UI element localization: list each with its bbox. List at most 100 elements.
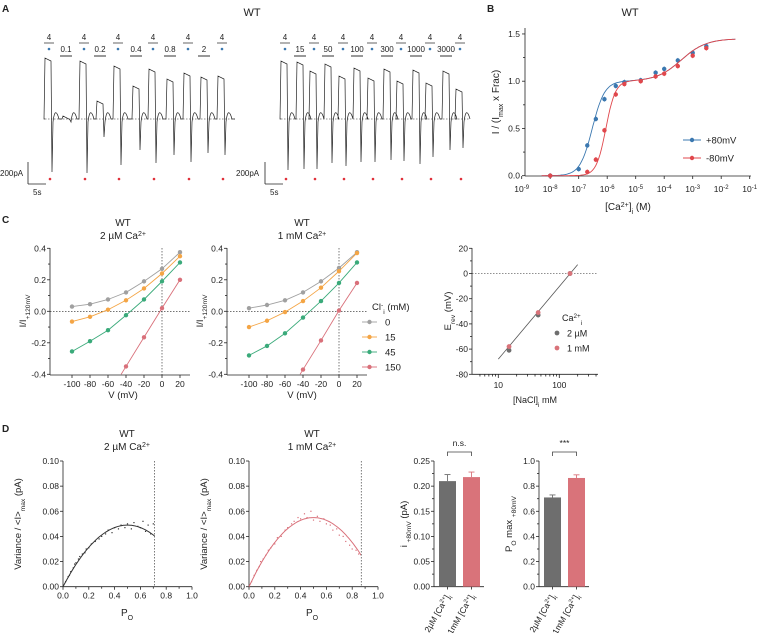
x-tick-label: 20 xyxy=(175,379,185,389)
data-point xyxy=(318,298,324,304)
tick-exponent: -4 xyxy=(666,185,672,191)
tick-exponent: -8 xyxy=(552,185,558,191)
y-axis-label-part: I / (I xyxy=(491,117,502,134)
panel-subtitle-part: 2 µM Ca xyxy=(104,442,142,453)
x-tick-label: 0.2 xyxy=(269,591,281,601)
y-tick-label: 0.10 xyxy=(413,531,430,541)
data-point xyxy=(69,319,75,324)
y-tick-label: 0.00 xyxy=(42,582,59,592)
y-axis-label: I / (Imax x Frac) xyxy=(491,70,505,134)
y-axis-label-part: max xyxy=(504,517,515,540)
legend-title-part: Cl xyxy=(372,302,381,313)
data-point xyxy=(653,74,658,79)
panel-c2-iv: WT1 mM Ca2+-0.4-0.20.00.20.4-100 -80 -60 -4… xyxy=(195,218,409,401)
data-point xyxy=(133,521,135,524)
y-tick-label: 1.5 xyxy=(508,29,520,39)
x-tick-label: 10-6 xyxy=(600,184,615,194)
x-tick-label: 0.0 xyxy=(243,591,255,601)
y-axis-label-part: I/I xyxy=(195,320,206,328)
panel-a-title: WT xyxy=(243,7,260,19)
x-tick-label: 10-2 xyxy=(714,184,729,194)
y-tick-label: 0.4 xyxy=(34,243,46,253)
x-tick-label: 0.2 xyxy=(83,591,95,601)
panel-title: WT xyxy=(119,429,135,440)
y-axis-label-part: (pA) xyxy=(13,478,24,499)
x-axis-label: PO xyxy=(306,608,319,622)
scale-current-label: 200pA xyxy=(236,169,260,178)
stimulus-marker-dot xyxy=(83,177,87,181)
tick-base: 10 xyxy=(685,184,695,194)
data-point xyxy=(123,364,129,369)
legend-marker xyxy=(367,364,372,370)
data-point xyxy=(87,314,93,320)
x-tick-label: 10-3 xyxy=(685,184,700,194)
data-point xyxy=(87,302,93,307)
y-tick-label: 0.2 xyxy=(211,275,223,285)
tick-base: 10 xyxy=(714,184,724,194)
scale-current-label: 200pA xyxy=(0,169,24,178)
data-point xyxy=(336,265,342,271)
x-axis-label-part: 2+ xyxy=(621,202,629,209)
data-point xyxy=(622,81,627,87)
legend-label: +80mV xyxy=(706,136,737,147)
y-axis-label-part: Variance / <I> xyxy=(13,511,24,570)
data-point xyxy=(355,549,357,551)
data-point xyxy=(297,516,299,519)
x-tick-label: 20 xyxy=(352,379,362,389)
tick-base: 10 xyxy=(628,184,638,194)
tick-exponent: -1 xyxy=(752,185,758,191)
control-dot xyxy=(82,47,86,51)
y-tick-label: 0.2 xyxy=(34,275,46,285)
data-point xyxy=(290,523,293,525)
data-point xyxy=(141,286,147,291)
category-label-part: 1mM [Ca xyxy=(550,601,576,633)
x-tick-label: 0 xyxy=(160,379,165,389)
y-axis-label: I/I+120mV xyxy=(195,294,209,327)
panel-subtitle: 1 mM Ca2+ xyxy=(278,231,327,243)
data-point xyxy=(282,331,288,336)
significance-bracket xyxy=(447,451,472,456)
data-point xyxy=(74,563,76,565)
panel-title: WT xyxy=(115,218,131,229)
y-tick-label: -20 xyxy=(456,294,469,304)
data-point xyxy=(246,305,252,311)
y-axis-label: PO max +80mV xyxy=(504,495,518,552)
tick-base: 10 xyxy=(543,184,553,194)
x-tick-label: -100 xyxy=(240,379,257,389)
x-tick-label: -60 xyxy=(279,379,292,389)
scale-time-label: 5s xyxy=(270,188,278,197)
test-concentration-label: 50 xyxy=(324,45,333,54)
legend-label: 1 mM xyxy=(567,344,590,354)
stimulus-marker-dot xyxy=(429,177,433,181)
data-point xyxy=(130,528,132,530)
panel-b-dose-response: WT0.00.51.01.510-9 10-8 10-7 10-6 10-5 10-4 10… xyxy=(491,7,758,216)
data-point xyxy=(593,116,599,122)
data-point xyxy=(159,271,165,276)
x-axis-label: V (mV) xyxy=(287,390,317,401)
y-axis-label: Variance / <I>max (pA) xyxy=(13,478,27,570)
tick-base: 10 xyxy=(742,184,752,194)
y-axis-label: Erev (mV) xyxy=(443,292,457,331)
data-point xyxy=(101,535,103,538)
data-point xyxy=(123,313,129,318)
category-label-part: i xyxy=(449,596,455,600)
data-point xyxy=(81,553,83,555)
x-tick-label: 10-7 xyxy=(571,184,586,194)
current-trace xyxy=(43,57,235,174)
tick-exponent: -7 xyxy=(581,185,587,191)
panel-c1-iv: WT 2 µM Ca2+ -0.4 -0.2 0.0 0.2 0.4 -100 -80 -60 -4… xyxy=(18,218,190,401)
data-point xyxy=(548,173,553,178)
data-point xyxy=(300,367,306,372)
tick-base: 10 xyxy=(600,184,610,194)
data-point xyxy=(98,538,100,540)
tick-base: 10 xyxy=(514,184,524,194)
x-axis-label-part: (M) xyxy=(633,202,651,213)
control-concentration-label: 4 xyxy=(399,33,404,42)
data-point xyxy=(345,540,347,543)
x-tick-label: 1.0 xyxy=(186,591,198,601)
panel-label-b: B xyxy=(487,4,494,15)
bar xyxy=(439,481,456,587)
data-point xyxy=(300,315,306,320)
